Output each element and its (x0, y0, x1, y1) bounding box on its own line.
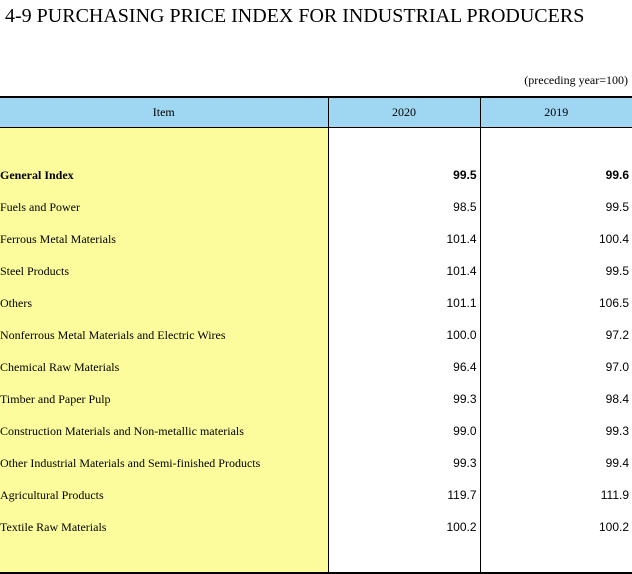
value-2020: 101.4 (328, 255, 481, 287)
table-row-others: Others 101.1 106.5 (0, 287, 632, 319)
table-row-textile-raw-materials: Textile Raw Materials 100.2 100.2 (0, 511, 632, 543)
value-2020: 100.2 (328, 511, 481, 543)
table-row-steel-products: Steel Products 101.4 99.5 (0, 255, 632, 287)
value-2019: 99.5 (605, 264, 629, 278)
table-row-ferrous-metal-materials: Ferrous Metal Materials 101.4 100.4 (0, 223, 632, 255)
row-label: Textile Raw Materials (0, 511, 329, 543)
value-2019: 99.3 (605, 424, 629, 438)
table-row-construction-materials: Construction Materials and Non-metallic … (0, 415, 632, 447)
spacer-cell (0, 543, 329, 574)
spacer-cell (328, 543, 481, 574)
value-2019: 100.4 (598, 232, 629, 246)
row-label: Construction Materials and Non-metallic … (0, 415, 329, 447)
row-label: Steel Products (0, 255, 329, 287)
row-label: Chemical Raw Materials (0, 351, 329, 383)
value-2019: 106.5 (598, 296, 629, 310)
value-2019: 99.6 (605, 168, 629, 182)
spacer-cell (0, 127, 329, 159)
row-label: Nonferrous Metal Materials and Electric … (0, 319, 329, 351)
row-label: Agricultural Products (0, 479, 329, 511)
price-index-table: Item 2020 2019 General Index 99.5 99.6 F… (0, 96, 632, 574)
table-row-timber-and-paper-pulp: Timber and Paper Pulp 99.3 98.4 (0, 383, 632, 415)
table-row-chemical-raw-materials: Chemical Raw Materials 96.4 97.0 (0, 351, 632, 383)
column-header-2019: 2019 (480, 96, 632, 128)
value-2020: 101.4 (328, 223, 481, 255)
value-2019: 97.0 (605, 360, 629, 374)
value-2020: 101.1 (328, 287, 481, 319)
spacer-cell (480, 128, 632, 160)
spacer-cell (328, 127, 481, 159)
row-label: Others (0, 287, 329, 319)
row-label: Timber and Paper Pulp (0, 383, 329, 415)
column-header-item: Item (0, 96, 329, 128)
row-label: General Index (0, 159, 329, 191)
value-2020: 99.3 (328, 383, 481, 415)
value-2019: 99.4 (605, 456, 629, 470)
value-2020: 99.0 (328, 415, 481, 447)
table-row-general-index: General Index 99.5 99.6 (0, 159, 632, 191)
table-row-other-industrial-materials: Other Industrial Materials and Semi-fini… (0, 447, 632, 479)
table-row-fuels-and-power: Fuels and Power 98.5 99.5 (0, 191, 632, 223)
spacer-row (0, 543, 632, 574)
row-label: Ferrous Metal Materials (0, 223, 329, 255)
value-2020: 100.0 (328, 319, 481, 351)
table-header-row: Item 2020 2019 (0, 96, 632, 128)
row-label: Fuels and Power (0, 191, 329, 223)
value-2019: 99.5 (605, 200, 629, 214)
value-2020: 96.4 (328, 351, 481, 383)
spacer-cell (480, 543, 632, 574)
row-label: Other Industrial Materials and Semi-fini… (0, 447, 329, 479)
unit-note: (preceding year=100) (524, 73, 628, 87)
value-2020: 98.5 (328, 191, 481, 223)
spacer-row (0, 127, 632, 160)
value-2019: 98.4 (605, 392, 629, 406)
table-row-nonferrous-metal-materials: Nonferrous Metal Materials and Electric … (0, 319, 632, 351)
value-2019: 97.2 (605, 328, 629, 342)
value-2020: 99.5 (328, 159, 481, 191)
value-2019: 111.9 (600, 488, 629, 502)
value-2020: 119.7 (328, 479, 481, 511)
value-2019: 100.2 (598, 520, 629, 534)
page-title: 4-9 PURCHASING PRICE INDEX FOR INDUSTRIA… (5, 5, 585, 27)
table-row-agricultural-products: Agricultural Products 119.7 111.9 (0, 479, 632, 511)
value-2020: 99.3 (328, 447, 481, 479)
column-header-2020: 2020 (328, 96, 481, 128)
